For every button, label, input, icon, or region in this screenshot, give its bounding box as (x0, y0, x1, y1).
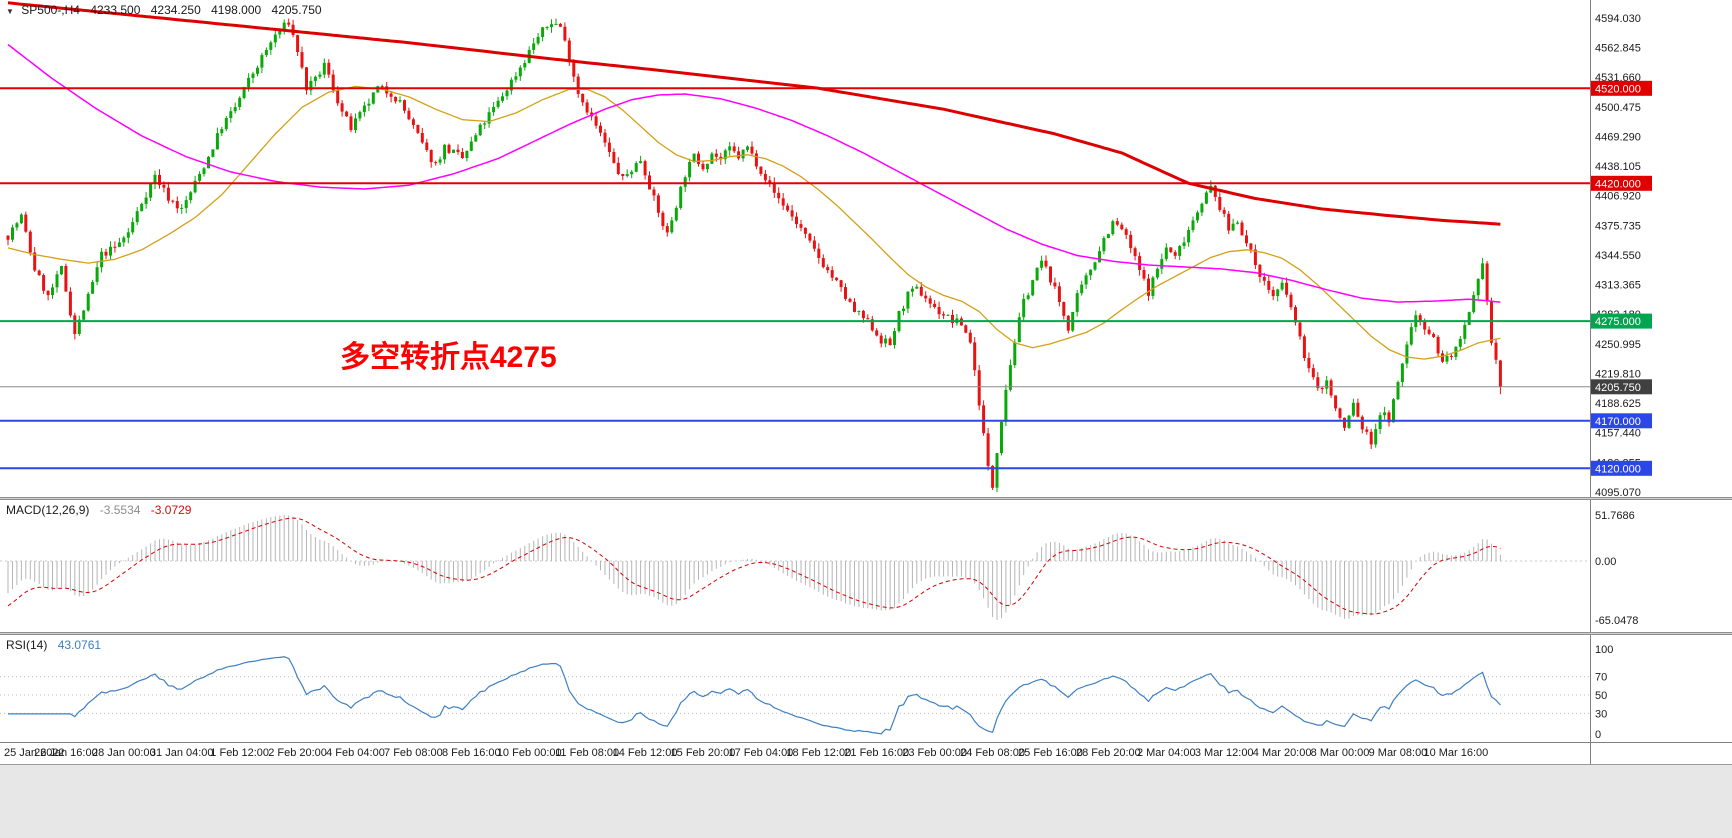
svg-text:4120.000: 4120.000 (1595, 463, 1641, 475)
time-axis-label: 31 Jan 04:00 (149, 747, 214, 759)
time-axis-label: 8 Feb 16:00 (441, 747, 501, 759)
macd-pane[interactable]: 51.7686 0.00 -65.0478 (0, 500, 1732, 632)
time-axis-label: 4 Feb 04:00 (326, 747, 385, 759)
ohlc-high: 4234.250 (150, 3, 201, 17)
svg-text:4469.290: 4469.290 (1595, 132, 1641, 144)
rsi-pane[interactable]: 100 70 50 30 0 (0, 635, 1732, 742)
time-axis-label: 15 Feb 20:00 (670, 747, 736, 759)
svg-text:0.00: 0.00 (1595, 556, 1616, 568)
svg-text:4520.000: 4520.000 (1595, 83, 1641, 95)
annotation-text[interactable]: 多空转折点4275 (340, 341, 557, 374)
svg-text:51.7686: 51.7686 (1595, 510, 1635, 522)
time-axis-label: 2 Feb 20:00 (268, 747, 327, 759)
macd-signal-line (7, 517, 1501, 615)
pane-splitter-rsi[interactable] (0, 632, 1732, 635)
ma-fast-orange (7, 85, 1501, 360)
time-axis-label: 8 Mar 00:00 (1310, 747, 1370, 759)
svg-text:4250.995: 4250.995 (1595, 339, 1641, 351)
time-axis-label: 25 Jan 2022 (4, 747, 65, 759)
macd-canvas[interactable]: 51.7686 0.00 -65.0478 (0, 500, 1732, 632)
time-axis[interactable]: 25 Jan 2022 26 Jan 16:00 28 Jan 00:00 31 Ja… (0, 742, 1732, 764)
svg-text:4205.750: 4205.750 (1595, 382, 1641, 394)
axis-price-badge (1591, 413, 1652, 429)
svg-text:4313.365: 4313.365 (1595, 280, 1641, 292)
time-axis-label: 26 Jan 16:00 (34, 747, 98, 759)
rsi-name: RSI(14) (6, 638, 48, 652)
symbol-dropdown-icon[interactable]: ▼ (6, 7, 14, 16)
ma-medium-magenta (7, 44, 1501, 303)
svg-text:4594.030: 4594.030 (1595, 13, 1641, 25)
axis-price-badge (1591, 313, 1652, 329)
time-axis-label: 4 Mar 20:00 (1252, 747, 1312, 759)
axis-price-badge (1591, 175, 1652, 191)
bottom-strip (0, 764, 1732, 838)
time-axis-label: 3 Mar 12:00 (1194, 747, 1254, 759)
time-axis-label: 10 Feb 00:00 (496, 747, 562, 759)
time-axis-label: 21 Feb 16:00 (844, 747, 910, 759)
svg-text:4219.810: 4219.810 (1595, 369, 1641, 381)
macd-label: MACD(12,26,9) -3.5534 -3.0729 (6, 503, 198, 517)
macd-axis[interactable]: 51.7686 0.00 -65.0478 (1595, 510, 1638, 627)
svg-text:4344.550: 4344.550 (1595, 250, 1641, 262)
time-axis-label: 17 Feb 04:00 (728, 747, 794, 759)
time-axis-label: 25 Feb 16:00 (1018, 747, 1083, 759)
rsi-label: RSI(14) 43.0761 (6, 638, 108, 652)
svg-text:4157.440: 4157.440 (1595, 428, 1641, 440)
svg-text:4500.475: 4500.475 (1595, 102, 1641, 114)
macd-value-main: -3.5534 (99, 503, 141, 517)
time-axis-label: 9 Mar 08:00 (1368, 747, 1428, 759)
price-chart-canvas[interactable]: 4594.0304562.8454531.6604500.4754469.290… (0, 0, 1732, 497)
time-axis-label: 2 Mar 04:00 (1136, 747, 1196, 759)
candles-layer (6, 18, 1502, 493)
ohlc-open: 4233.500 (90, 3, 141, 17)
symbol-name: SP500-,H4 (21, 3, 80, 17)
time-axis-label: 1 Feb 12:00 (210, 747, 270, 759)
svg-text:30: 30 (1595, 708, 1607, 720)
macd-histogram (7, 515, 1501, 620)
time-axis-label: 23 Feb 00:00 (902, 747, 968, 759)
price-pane[interactable]: 4594.030 4562.845 4531.660 4500.475 4469.290… (0, 0, 1732, 497)
ohlc-low: 4198.000 (211, 3, 262, 17)
svg-text:4095.070: 4095.070 (1595, 487, 1641, 497)
time-axis-label: 28 Jan 00:00 (92, 747, 156, 759)
time-axis-label: 18 Feb 12:00 (786, 747, 852, 759)
time-axis-label: 28 Feb 20:00 (1075, 747, 1141, 759)
svg-text:4275.000: 4275.000 (1595, 316, 1641, 328)
rsi-canvas[interactable]: 100 70 50 30 0 (0, 635, 1732, 742)
price-axis[interactable]: 4594.0304562.8454531.6604500.4754469.290… (1591, 13, 1652, 497)
svg-text:70: 70 (1595, 672, 1607, 684)
symbol-ohlc-header: ▼ SP500-,H4 4233.500 4234.250 4198.000 4… (6, 3, 329, 17)
svg-text:4170.000: 4170.000 (1595, 416, 1641, 428)
svg-text:4420.000: 4420.000 (1595, 178, 1641, 190)
axis-price-badge (1591, 460, 1652, 476)
time-axis-label: 7 Feb 08:00 (384, 747, 443, 759)
price-axis-divider (1590, 0, 1591, 764)
rsi-value: 43.0761 (57, 638, 102, 652)
svg-text:100: 100 (1595, 644, 1613, 656)
axis-price-badge (1591, 379, 1652, 395)
macd-name: MACD(12,26,9) (6, 503, 90, 517)
time-axis-label: 14 Feb 12:00 (612, 747, 678, 759)
time-axis-label: 11 Feb 08:00 (555, 747, 620, 759)
macd-value-signal: -3.0729 (150, 503, 192, 517)
svg-text:50: 50 (1595, 690, 1607, 702)
svg-text:4375.735: 4375.735 (1595, 220, 1641, 232)
time-axis-label: 10 Mar 16:00 (1423, 747, 1489, 759)
rsi-axis[interactable]: 100 70 50 30 0 (1595, 644, 1613, 741)
rsi-line (8, 656, 1501, 735)
ma-long-red (7, 1, 1501, 226)
pane-splitter-macd[interactable] (0, 497, 1732, 500)
svg-text:4438.105: 4438.105 (1595, 161, 1641, 173)
svg-text:4562.845: 4562.845 (1595, 43, 1641, 55)
svg-text:-65.0478: -65.0478 (1595, 615, 1638, 627)
svg-text:4188.625: 4188.625 (1595, 398, 1641, 410)
axis-price-badge (1591, 80, 1652, 96)
svg-text:0: 0 (1595, 729, 1601, 741)
svg-text:4406.920: 4406.920 (1595, 191, 1641, 203)
ohlc-close: 4205.750 (271, 3, 322, 17)
time-axis-label: 24 Feb 08:00 (960, 747, 1025, 759)
